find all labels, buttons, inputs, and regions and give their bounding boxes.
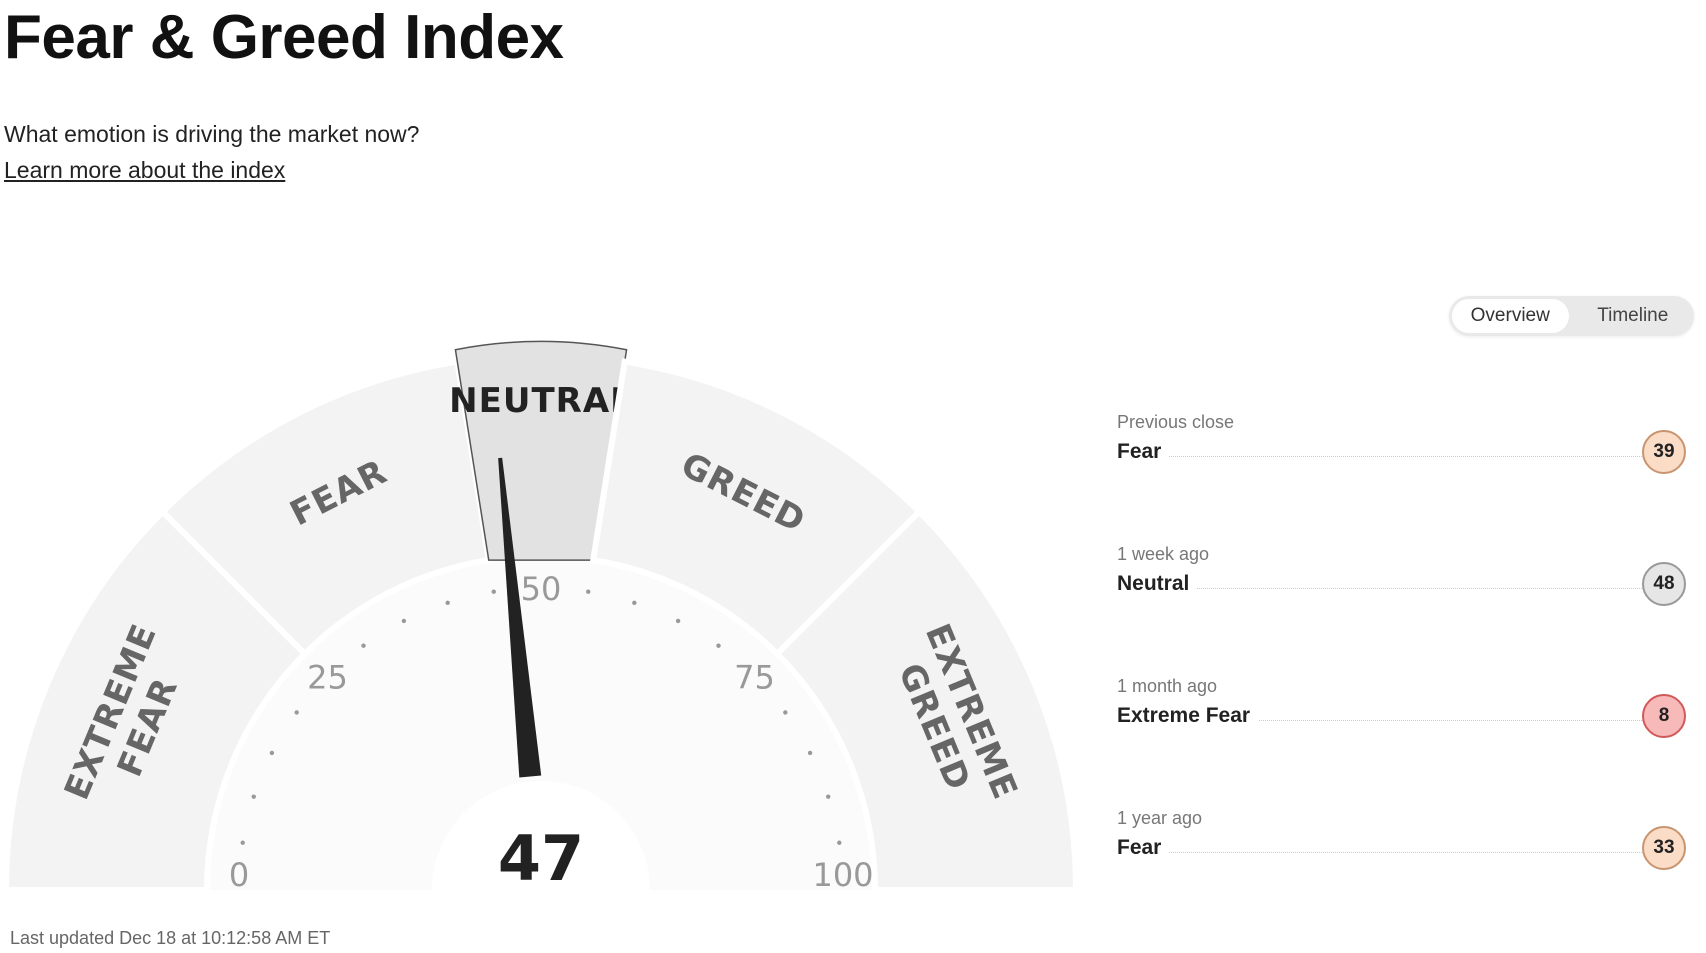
gauge-band-label: NEUTRAL [449, 381, 633, 421]
gauge-band-label-line: NEUTRAL [449, 381, 633, 421]
gauge-tick-dot [586, 589, 591, 594]
gauge-tick-dot [783, 710, 788, 715]
history-rating: Fear [1117, 440, 1170, 464]
gauge-value: 47 [498, 822, 584, 895]
last-updated: Last updated Dec 18 at 10:12:58 AM ET [10, 928, 331, 948]
history-when: 1 week ago [1117, 544, 1210, 564]
fear-greed-gauge: EXTREMEFEARFEARNEUTRALGREEDEXTREMEGREED0… [2, 340, 1080, 895]
page-subtitle: What emotion is driving the market now? [4, 121, 420, 147]
gauge-tick-dot [716, 643, 721, 648]
gauge-tick-dot [361, 643, 366, 648]
history-value-badge: 48 [1642, 562, 1686, 606]
history-value-badge: 33 [1642, 826, 1686, 870]
history-row-1-year-ago: 1 year ago Fear 33 [1117, 808, 1692, 878]
gauge-tick-dot [251, 794, 256, 799]
gauge-tick-dot [294, 710, 299, 715]
gauge-tick-dot [401, 618, 407, 624]
gauge-tick-dot [807, 750, 813, 756]
gauge-tick-label: 50 [521, 570, 562, 608]
dotted-leader [1117, 456, 1642, 457]
gauge-band-neutral-active [454, 340, 628, 561]
history-rating: Fear [1117, 836, 1170, 860]
gauge-tick-label: 0 [229, 856, 249, 894]
history-row-1-week-ago: 1 week ago Neutral 48 [1117, 544, 1692, 614]
history-value-badge: 39 [1642, 430, 1686, 474]
gauge-tick-dot [269, 750, 275, 756]
gauge-tick-label: 25 [307, 658, 348, 696]
gauge-tick-label: 100 [812, 856, 873, 894]
gauge-center [432, 781, 650, 890]
gauge-tick-label: 75 [734, 658, 775, 696]
dotted-leader [1117, 720, 1642, 721]
gauge-needle [498, 457, 542, 778]
dotted-leader [1117, 588, 1642, 589]
history-row-previous-close: Previous close Fear 39 [1117, 412, 1692, 482]
learn-more-link[interactable]: Learn more about the index [4, 157, 286, 183]
gauge-tick-dot [491, 589, 496, 594]
history-row-1-month-ago: 1 month ago Extreme Fear 8 [1117, 676, 1692, 746]
history-when: Previous close [1117, 412, 1235, 432]
tab-overview[interactable]: Overview [1452, 299, 1569, 333]
gauge-band-extreme-greed [772, 507, 1080, 893]
gauge-tick-dot [837, 840, 842, 845]
gauge-inner-area [207, 556, 875, 890]
gauge-tick-dot [826, 794, 831, 799]
gauge-tick-dot [632, 600, 637, 605]
history-value-badge: 8 [1642, 694, 1686, 738]
page-title: Fear & Greed Index [4, 3, 564, 72]
gauge-tick-dot [445, 600, 450, 605]
gauge-tick-dot [240, 840, 245, 845]
history-rating: Extreme Fear [1117, 704, 1259, 728]
history-rating: Neutral [1117, 572, 1198, 596]
gauge-tick-dot [675, 618, 681, 624]
history-when: 1 year ago [1117, 808, 1203, 828]
tab-timeline[interactable]: Timeline [1597, 305, 1669, 326]
dotted-leader [1117, 852, 1642, 853]
view-toggle: Overview Timeline [1449, 296, 1694, 336]
history-when: 1 month ago [1117, 676, 1218, 696]
